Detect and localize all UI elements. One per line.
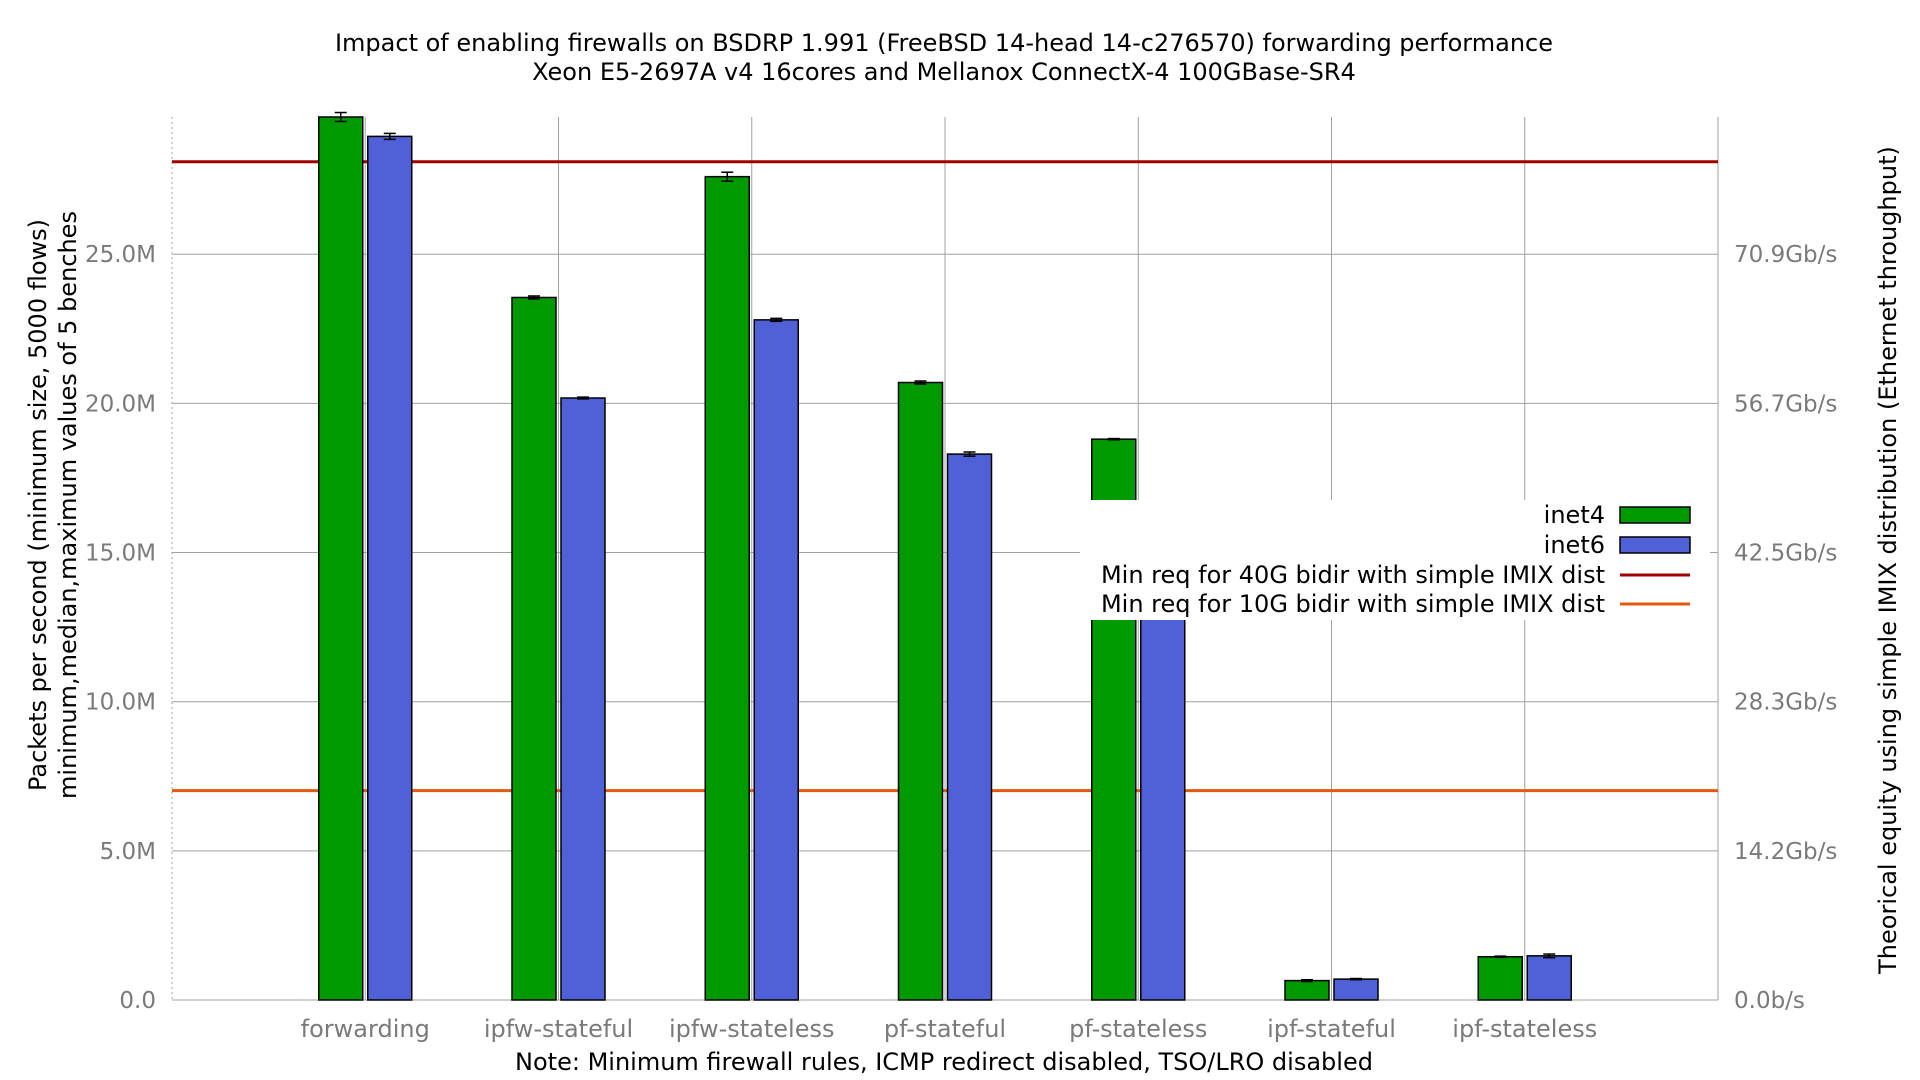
legend-swatch-inet4: [1619, 506, 1691, 524]
bar-inet6: [367, 135, 413, 1001]
y2-axis-label: Theorical equity using simple IMIX distr…: [1874, 146, 1902, 975]
category-label: forwarding: [301, 1015, 430, 1043]
bar-inet4: [704, 175, 750, 1001]
y-tick-label: 20.0M: [85, 391, 156, 417]
error-bar: [721, 171, 734, 182]
bar-inet6: [1333, 978, 1379, 1001]
reference-lines: [172, 160, 1718, 793]
y-axis-label-secondary: minimum,median,maximum values of 5 bench…: [54, 211, 82, 799]
legend-label: inet6: [1544, 531, 1605, 559]
legend-label: Min req for 40G bidir with simple IMIX d…: [1101, 561, 1605, 589]
error-bar: [383, 132, 396, 141]
error-bar: [914, 380, 927, 385]
y2-tick-label: 70.9Gb/s: [1734, 242, 1837, 268]
legend-label: Min req for 10G bidir with simple IMIX d…: [1101, 590, 1605, 618]
y2-tick-label: 14.2Gb/s: [1734, 839, 1837, 865]
y-tick-label: 25.0M: [85, 242, 156, 268]
category-label: pf-stateless: [1069, 1015, 1207, 1043]
y-tick-label: 10.0M: [85, 690, 156, 716]
category-label: pf-stateful: [884, 1015, 1006, 1043]
error-bar: [334, 111, 347, 123]
error-bar: [770, 317, 783, 323]
chart-title: Impact of enabling firewalls on BSDRP 1.…: [335, 29, 1553, 57]
error-bar: [1543, 953, 1556, 959]
bar-inet6: [560, 397, 606, 1001]
legend-label: inet4: [1544, 501, 1605, 529]
y-axis-label: Packets per second (minimum size, 5000 f…: [24, 219, 52, 791]
error-bar: [577, 396, 589, 400]
legend-background: [1080, 500, 1710, 620]
error-bar: [1107, 437, 1120, 441]
category-label: ipfw-stateless: [669, 1015, 834, 1043]
x-axis-label: Note: Minimum firewall rules, ICMP redir…: [515, 1048, 1373, 1076]
y2-tick-label: 28.3Gb/s: [1734, 690, 1837, 716]
y-tick-label: 15.0M: [85, 541, 156, 567]
bar-inet4: [511, 296, 557, 1001]
error-bar: [963, 451, 976, 457]
bar-inet4: [318, 116, 364, 1001]
category-label: ipfw-stateful: [484, 1015, 633, 1043]
y-tick-label: 0.0: [119, 988, 156, 1014]
chart-subtitle: Xeon E5-2697A v4 16cores and Mellanox Co…: [532, 58, 1356, 86]
error-bar: [1494, 955, 1507, 959]
y2-tick-label: 42.5Gb/s: [1734, 541, 1837, 567]
y2-axis-ticks: 0.0b/s 14.2Gb/s 28.3Gb/s 42.5Gb/s 56.7Gb/s 70…: [1734, 242, 1837, 1014]
bar-inet4: [1477, 955, 1523, 1001]
error-bar: [1350, 977, 1362, 981]
bar-inet6: [946, 453, 993, 1001]
category-labels: forwarding ipfw-stateful ipfw-stateless pf-…: [301, 1015, 1598, 1043]
y2-tick-label: 56.7Gb/s: [1734, 391, 1837, 417]
error-bar: [1301, 978, 1313, 983]
legend-swatch-inet6: [1619, 536, 1691, 554]
category-label: ipf-stateful: [1267, 1015, 1396, 1043]
y2-tick-label: 0.0b/s: [1734, 988, 1805, 1014]
bar-inet6: [753, 319, 799, 1001]
error-bar: [528, 295, 540, 300]
bar-inet4: [897, 381, 944, 1001]
bars: [318, 111, 1572, 1001]
y-tick-label: 5.0M: [100, 839, 156, 865]
bar-inet4: [1284, 979, 1330, 1001]
bar-inet6: [1526, 955, 1572, 1001]
y-axis-ticks: 0.0 5.0M 10.0M 15.0M 20.0M 25.0M: [85, 242, 156, 1014]
category-label: ipf-stateless: [1452, 1015, 1597, 1043]
